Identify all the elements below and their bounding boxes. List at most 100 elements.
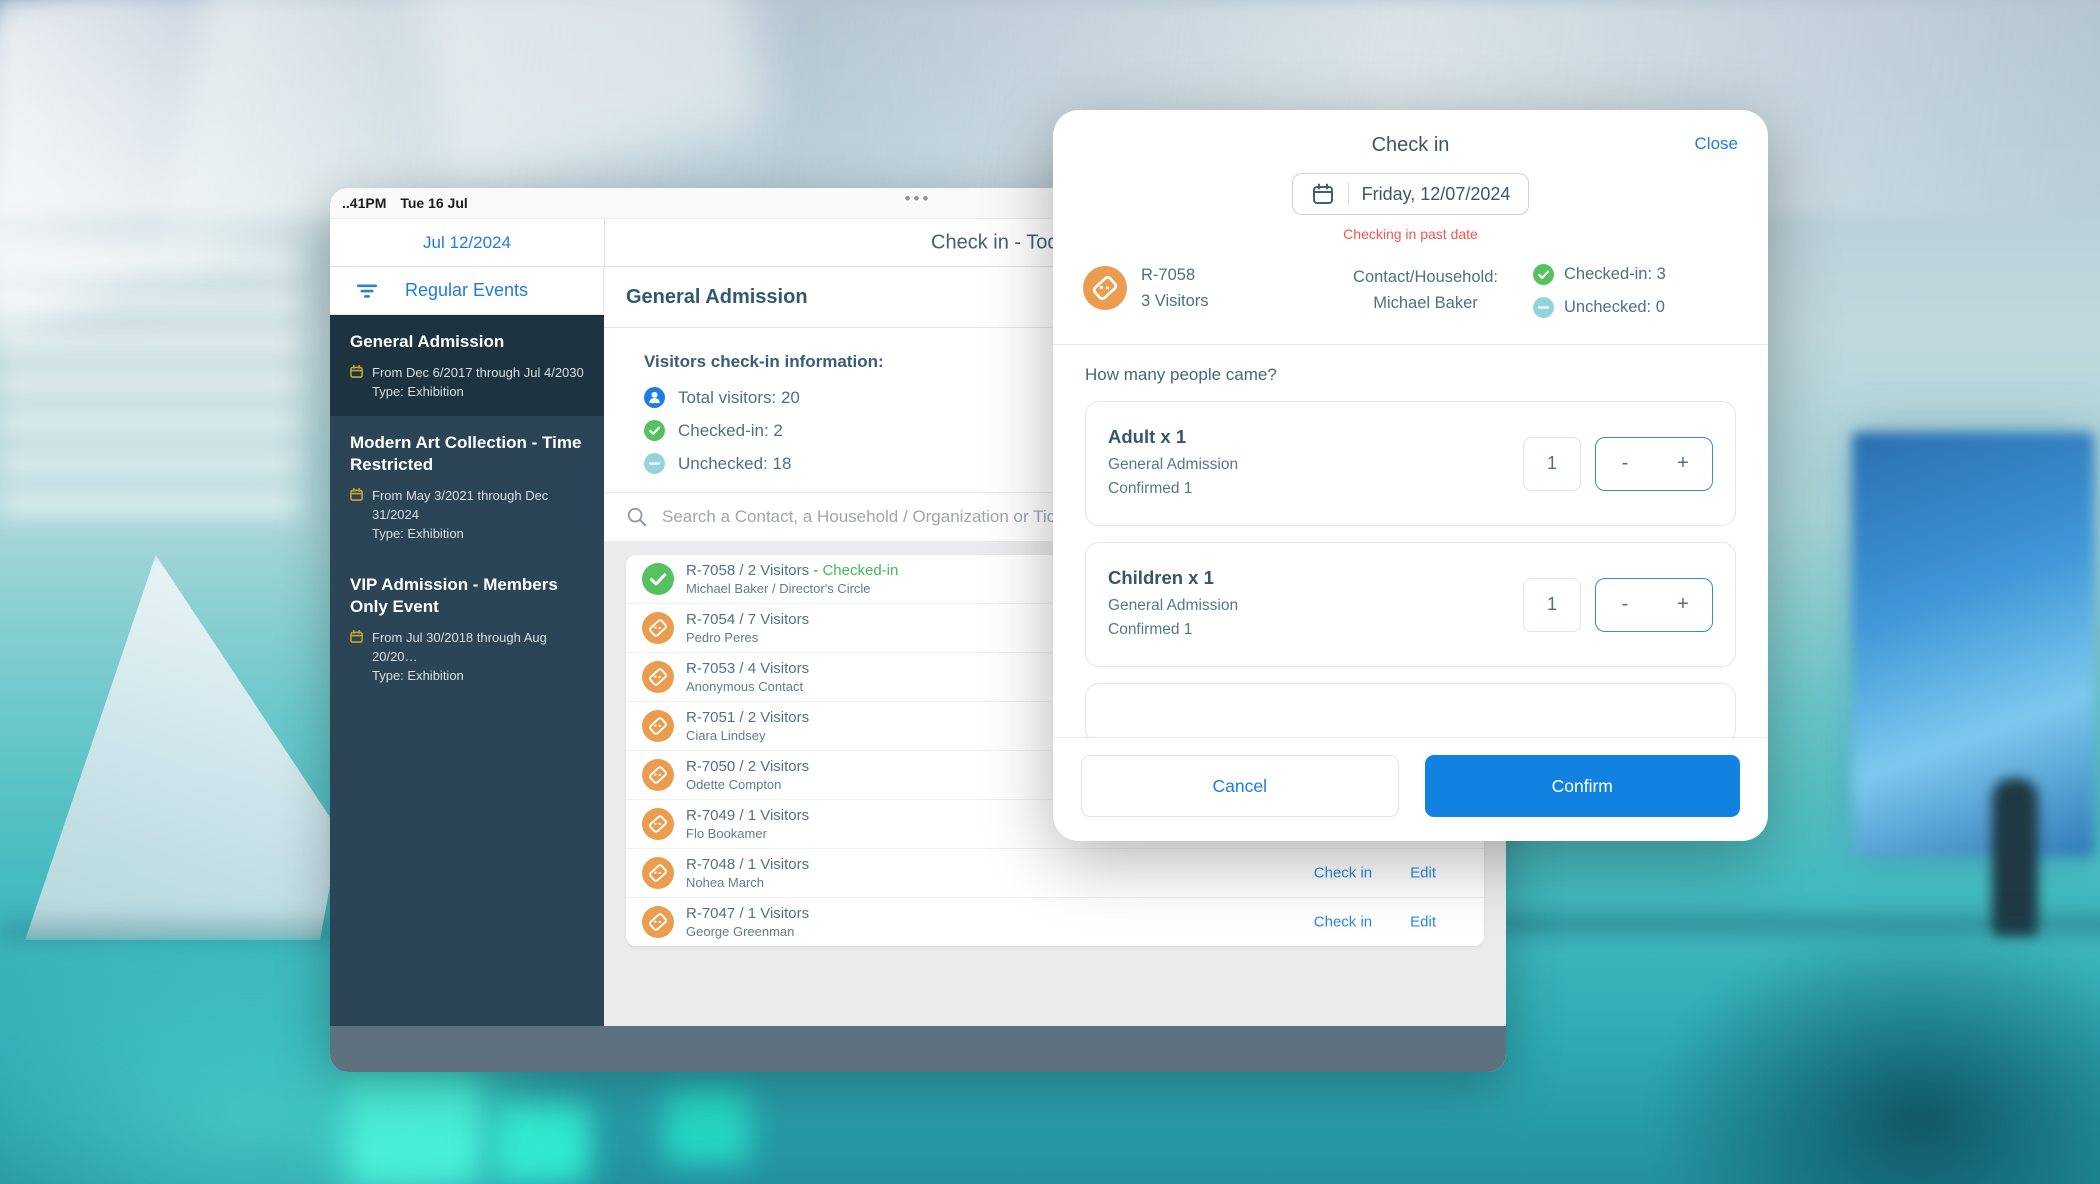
sidebar-event-item[interactable]: Modern Art Collection - Time Restricted …: [330, 416, 604, 558]
ticket-id-line: R-7048 / 1 Visitors: [686, 856, 810, 873]
sidebar-event-item[interactable]: VIP Admission - Members Only Event From …: [330, 558, 604, 700]
ticket-contact: Ciara Lindsey: [686, 728, 766, 743]
calendar-icon: [350, 365, 363, 378]
category-card: Children x 1 General Admission Confirmed…: [1085, 542, 1736, 667]
ticket-row[interactable]: R-7047 / 1 Visitors George Greenman Chec…: [626, 898, 1484, 946]
background-artwork: [1852, 432, 2094, 857]
events-filter-title[interactable]: Regular Events: [404, 280, 529, 300]
category-card-partial: [1085, 683, 1736, 737]
window-handle-dots[interactable]: •••: [904, 189, 932, 208]
count-stepper: - +: [1595, 436, 1713, 491]
main-header: Check in - Toda: [605, 219, 1506, 266]
ticket-icon: [642, 759, 674, 791]
row-status-icon: [642, 612, 674, 644]
ticket-id-line: R-7047 / 1 Visitors: [686, 905, 810, 922]
status-time: ..41PM: [342, 195, 387, 211]
category-event: General Admission: [1108, 456, 1239, 473]
ticket-icon: [642, 612, 674, 644]
date-picker-button[interactable]: Friday, 12/07/2024: [1291, 173, 1530, 215]
ticket-id-line: R-7054 / 7 Visitors: [686, 611, 810, 628]
modal-footer: Cancel Confirm: [1053, 737, 1768, 841]
minus-circle-icon: [644, 453, 665, 474]
modal-checked-in-count: Checked-in: 3: [1564, 265, 1666, 283]
modal-close-button[interactable]: Close: [1694, 134, 1738, 153]
filter-icon[interactable]: [356, 283, 378, 299]
decrement-button[interactable]: -: [1621, 452, 1629, 474]
selected-date: Friday, 12/07/2024: [1361, 183, 1511, 204]
increment-button[interactable]: +: [1677, 593, 1689, 615]
ticket-contact: Flo Bookamer: [686, 826, 767, 841]
people-question: How many people came?: [1085, 365, 1277, 384]
sidebar-header: Jul 12/2024: [330, 219, 605, 266]
search-icon: [627, 507, 647, 527]
sidebar-date-link[interactable]: Jul 12/2024: [423, 232, 511, 252]
event-title: General Admission: [350, 332, 505, 351]
ticket-id-line: R-7051 / 2 Visitors: [686, 709, 810, 726]
minus-circle-icon: [1533, 297, 1554, 318]
page-title: Check in - Toda: [931, 231, 1070, 253]
row-edit-link[interactable]: Edit: [1410, 913, 1436, 931]
ticket-id: R-7058: [1141, 266, 1196, 284]
ticket-status: Checked-in: [822, 562, 899, 579]
background-sculpture: [25, 555, 340, 940]
ticket-row[interactable]: R-7048 / 1 Visitors Nohea March Check in…: [626, 849, 1484, 898]
calendar-icon: [350, 630, 363, 643]
contact-label: Contact/Household:: [1353, 268, 1498, 286]
category-name: Adult x 1: [1108, 426, 1187, 447]
ticket-contact: Michael Baker / Director's Circle: [686, 581, 871, 596]
ticket-id-line: R-7053 / 4 Visitors: [686, 660, 810, 677]
ticket-icon: [642, 661, 674, 693]
stat-label: Unchecked: 18: [678, 453, 792, 473]
divider: [1347, 183, 1349, 205]
events-sidebar: Regular Events General Admission From De…: [330, 267, 604, 1026]
search-input[interactable]: Search a Contact, a Household / Organiza…: [662, 507, 1100, 526]
check-circle-icon: [1533, 264, 1554, 285]
row-check-in-link[interactable]: Check in: [1313, 913, 1373, 931]
ticket-id-line: R-7058 / 2 Visitors -: [686, 562, 823, 579]
event-dates: From Jul 30/2018 through Aug 20/20…: [372, 630, 547, 664]
row-status-icon: [642, 906, 674, 938]
stat-label: Total visitors: 20: [678, 387, 800, 407]
events-filter-bar: Regular Events: [330, 267, 604, 315]
past-date-warning: Checking in past date: [1343, 226, 1478, 242]
divider: [1053, 344, 1768, 345]
event-type: Type: Exhibition: [372, 526, 464, 541]
row-status-icon: [642, 661, 674, 693]
contact-name: Michael Baker: [1373, 294, 1478, 312]
check-circle-icon: [644, 420, 665, 441]
ticket-contact: Odette Compton: [686, 777, 782, 792]
count-input[interactable]: 1: [1523, 436, 1581, 491]
ticket-icon: [1083, 266, 1127, 310]
event-dates: From May 3/2021 through Dec 31/2024: [372, 488, 549, 522]
event-dates: From Dec 6/2017 through Jul 4/2030: [372, 365, 584, 380]
category-confirmed: Confirmed 1: [1108, 621, 1193, 638]
row-status-icon: [642, 759, 674, 791]
visitor-stat: Checked-in: 2: [644, 420, 1506, 441]
ticket-id-line: R-7049 / 1 Visitors: [686, 807, 810, 824]
category-card: Adult x 1 General Admission Confirmed 1 …: [1085, 401, 1736, 526]
visitor-stat: Unchecked: 18: [644, 453, 1506, 474]
background-visitor: [1992, 778, 2038, 936]
decrement-button[interactable]: -: [1621, 593, 1629, 615]
ticket-contact: Nohea March: [686, 875, 765, 890]
row-status-icon: [642, 710, 674, 742]
count-input[interactable]: 1: [1523, 577, 1581, 632]
count-stepper: - +: [1595, 577, 1713, 632]
bottom-navigation: [330, 1026, 1506, 1072]
status-date: Tue 16 Jul: [400, 195, 468, 211]
sidebar-event-item[interactable]: General Admission From Dec 6/2017 throug…: [330, 315, 604, 416]
visitors-info-panel: Visitors check-in information: Total vis…: [604, 328, 1506, 492]
row-check-in-link[interactable]: Check in: [1313, 864, 1373, 882]
category-event: General Admission: [1108, 597, 1239, 614]
confirm-button[interactable]: Confirm: [1424, 755, 1740, 817]
visitor-stat: Total visitors: 20: [644, 387, 1506, 408]
visitors-info-title: Visitors check-in information:: [644, 352, 884, 371]
ticket-icon: [642, 710, 674, 742]
ticket-contact: Pedro Peres: [686, 630, 759, 645]
modal-ticket-info: R-7058 3 Visitors Contact/Household: Mic…: [1053, 262, 1768, 318]
event-type: Type: Exhibition: [372, 384, 464, 399]
row-edit-link[interactable]: Edit: [1410, 864, 1436, 882]
cancel-button[interactable]: Cancel: [1081, 755, 1399, 817]
increment-button[interactable]: +: [1677, 452, 1689, 474]
